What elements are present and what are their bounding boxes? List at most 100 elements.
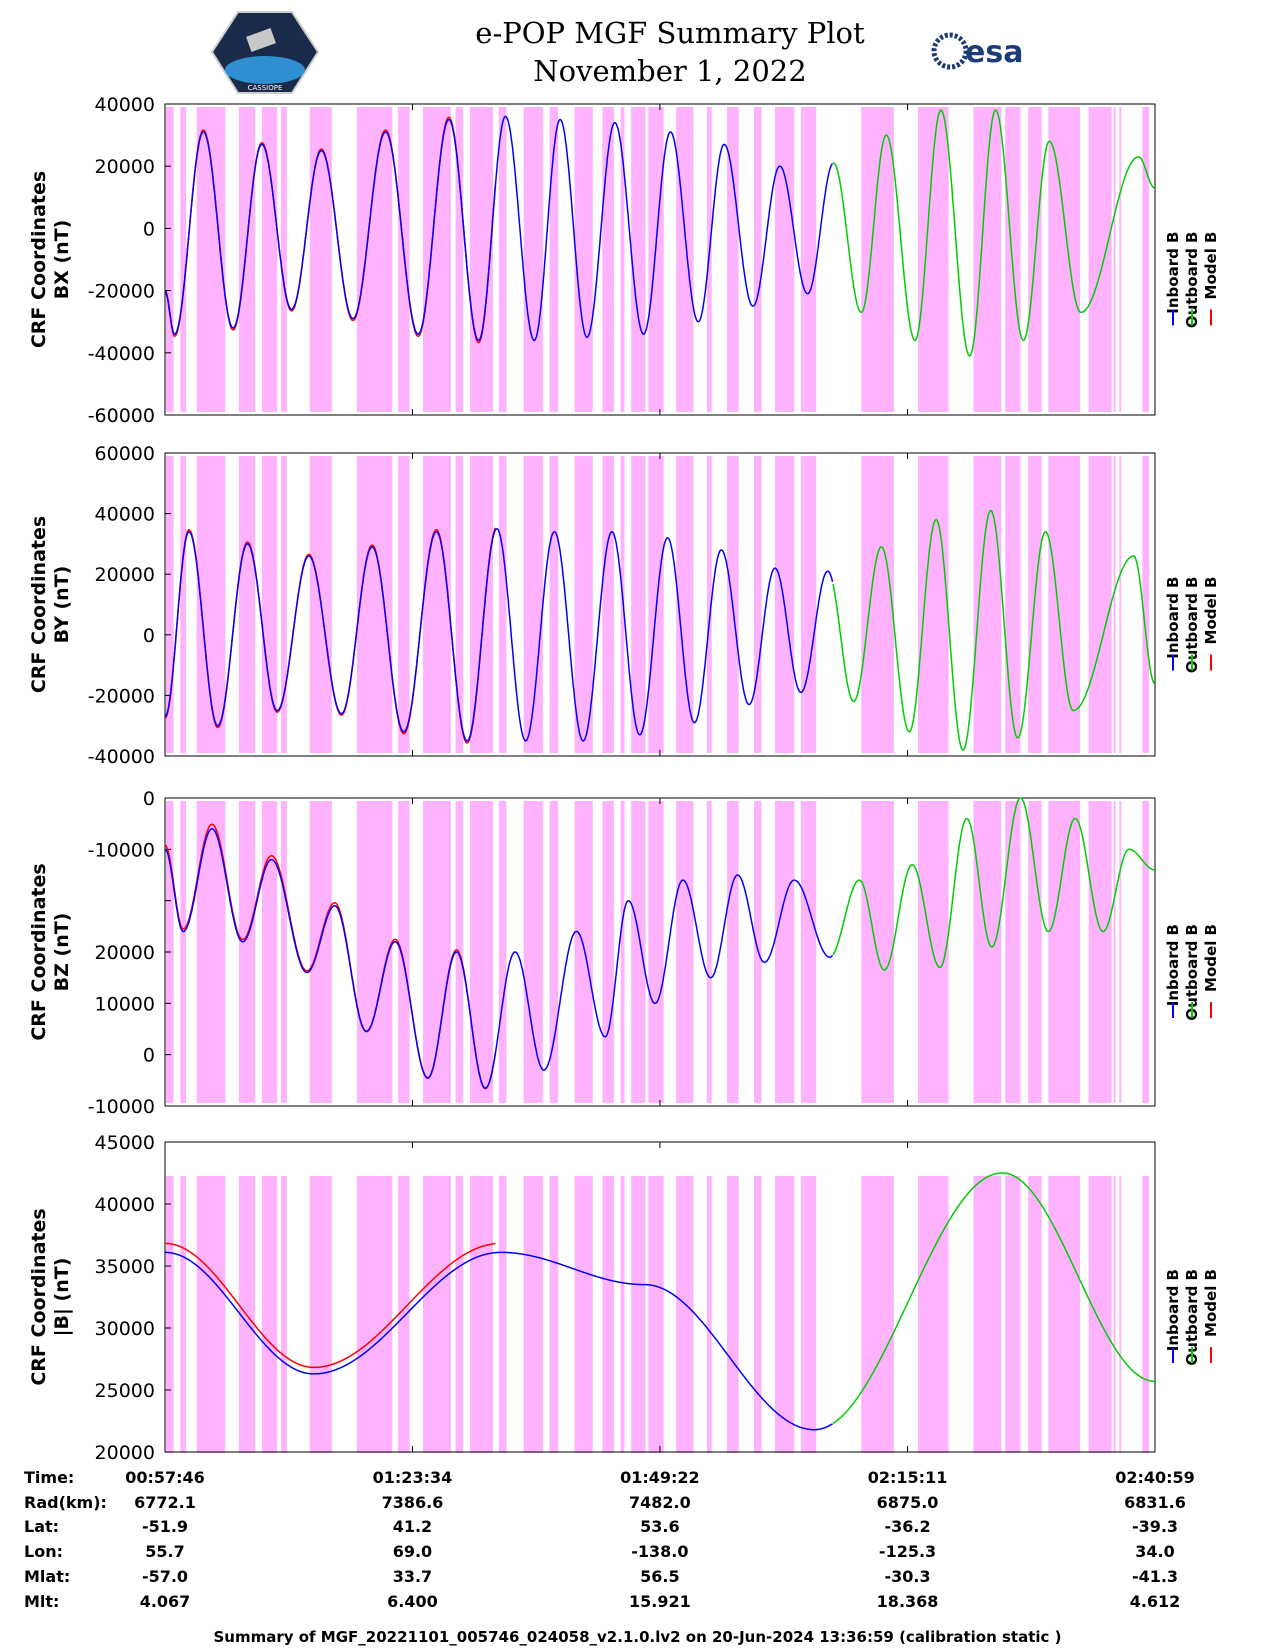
shade-band-4-21 bbox=[676, 1176, 694, 1453]
shade-band-1-29 bbox=[973, 107, 1002, 412]
shade-band-4-18 bbox=[620, 1176, 625, 1453]
y-tick-label: 0 bbox=[143, 788, 155, 810]
stats-label-mlat: Mlat: bbox=[24, 1567, 71, 1586]
shade-band-2-8 bbox=[356, 456, 393, 753]
stats-value: 02:40:59 bbox=[1115, 1468, 1195, 1487]
shade-band-1-13 bbox=[498, 107, 507, 412]
shade-band-1-25 bbox=[774, 107, 795, 412]
legend-label-2-2: Outboard B bbox=[1183, 577, 1201, 674]
y-tick-label: 40000 bbox=[95, 1194, 155, 1216]
shade-band-2-32 bbox=[1048, 456, 1080, 753]
shade-band-1-21 bbox=[676, 107, 694, 412]
stats-value: 7482.0 bbox=[629, 1493, 691, 1512]
shade-band-4-17 bbox=[602, 1176, 614, 1453]
shade-band-3-4 bbox=[238, 801, 256, 1103]
y-tick-label: 35000 bbox=[95, 1256, 155, 1278]
shade-band-4-20 bbox=[648, 1176, 664, 1453]
shade-band-3-35 bbox=[1119, 801, 1122, 1103]
y-axis-unit-2: BY (nT) bbox=[51, 566, 73, 644]
stats-value: 7386.6 bbox=[381, 1493, 444, 1512]
shade-band-3-14 bbox=[523, 801, 543, 1103]
shade-band-3-32 bbox=[1048, 801, 1080, 1103]
shade-band-4-34 bbox=[1113, 1176, 1116, 1453]
shade-band-1-24 bbox=[753, 107, 762, 412]
shade-band-4-13 bbox=[498, 1176, 507, 1453]
shade-band-4-26 bbox=[800, 1176, 817, 1453]
shade-band-3-15 bbox=[549, 801, 559, 1103]
shade-band-3-26 bbox=[800, 801, 817, 1103]
y-tick-label: 25000 bbox=[95, 1380, 155, 1402]
shade-band-1-15 bbox=[549, 107, 559, 412]
shade-band-2-19 bbox=[631, 456, 646, 753]
y-tick-label: 45000 bbox=[95, 1132, 155, 1154]
shade-band-4-29 bbox=[973, 1176, 1002, 1453]
y-tick-label: -10000 bbox=[88, 839, 155, 861]
shade-band-4-28 bbox=[917, 1176, 949, 1453]
y-axis-label-4: CRF Coordinates bbox=[28, 1208, 50, 1385]
stats-value: 56.5 bbox=[640, 1567, 680, 1586]
shade-band-3-7 bbox=[309, 801, 332, 1103]
shade-band-1-16 bbox=[574, 107, 593, 412]
cassiope-logo: CASSIOPE bbox=[210, 11, 320, 94]
y-tick-label: -10000 bbox=[88, 1096, 155, 1118]
stats-label-lat: Lat: bbox=[24, 1517, 60, 1536]
y-axis-unit-1: BX (nT) bbox=[51, 220, 73, 300]
shade-band-3-29 bbox=[973, 801, 1002, 1103]
shade-band-1-36 bbox=[1142, 107, 1150, 412]
stats-value: 02:15:11 bbox=[867, 1468, 948, 1487]
stats-value: 33.7 bbox=[392, 1567, 433, 1586]
stats-label-time: Time: bbox=[24, 1468, 75, 1487]
legend-label-1-2: Outboard B bbox=[1183, 232, 1201, 329]
stats-value: -30.3 bbox=[884, 1567, 931, 1586]
shade-band-1-2 bbox=[180, 107, 187, 412]
y-tick-label: 20000 bbox=[95, 156, 155, 178]
y-tick-label: -20000 bbox=[88, 281, 155, 303]
shade-band-4-33 bbox=[1088, 1176, 1112, 1453]
shade-band-4-14 bbox=[523, 1176, 543, 1453]
stats-value: 6.400 bbox=[387, 1592, 438, 1611]
y-tick-label: 0 bbox=[143, 218, 155, 240]
shade-band-3-20 bbox=[648, 801, 664, 1103]
stats-value: 15.921 bbox=[629, 1592, 691, 1611]
shade-band-4-16 bbox=[574, 1176, 593, 1453]
shade-band-1-19 bbox=[631, 107, 646, 412]
stats-value: -125.3 bbox=[878, 1542, 937, 1561]
legend-label-1-3: Model B bbox=[1202, 232, 1220, 300]
shade-band-1-9 bbox=[398, 107, 410, 412]
shade-band-1-6 bbox=[281, 107, 287, 412]
y-axis-unit-4: |B| (nT) bbox=[51, 1258, 73, 1337]
shade-band-2-35 bbox=[1119, 456, 1122, 753]
stats-label-rad: Rad(km): bbox=[24, 1493, 107, 1512]
shade-band-3-36 bbox=[1142, 801, 1150, 1103]
shade-band-3-31 bbox=[1028, 801, 1042, 1103]
legend-label-3-1: Inboard B bbox=[1164, 924, 1182, 1006]
shade-band-1-26 bbox=[800, 107, 817, 412]
shade-band-4-30 bbox=[1005, 1176, 1021, 1453]
plot-title: e-POP MGF Summary Plot bbox=[475, 16, 865, 50]
outboard-b-line-3 bbox=[832, 797, 1155, 971]
shade-band-1-7 bbox=[309, 107, 332, 412]
shade-band-3-2 bbox=[180, 801, 187, 1103]
shade-band-4-23 bbox=[727, 1176, 739, 1453]
shade-band-4-10 bbox=[423, 1176, 451, 1453]
shade-band-1-27 bbox=[861, 107, 894, 412]
y-tick-label: 60000 bbox=[95, 443, 155, 465]
stats-value: 41.2 bbox=[392, 1517, 433, 1536]
shade-band-3-22 bbox=[706, 801, 712, 1103]
stats-label-mlt: Mlt: bbox=[24, 1592, 60, 1611]
shade-band-3-5 bbox=[261, 801, 278, 1103]
y-axis-label-3: CRF Coordinates bbox=[28, 863, 50, 1040]
plot-subtitle: November 1, 2022 bbox=[533, 54, 807, 88]
y-tick-label: -20000 bbox=[88, 685, 155, 707]
shade-band-1-35 bbox=[1119, 107, 1122, 412]
y-tick-label: 40000 bbox=[95, 94, 155, 116]
shade-band-1-8 bbox=[356, 107, 393, 412]
shade-band-1-20 bbox=[648, 107, 664, 412]
shade-band-3-13 bbox=[498, 801, 507, 1103]
shade-band-4-22 bbox=[706, 1176, 712, 1453]
shade-band-2-18 bbox=[620, 456, 625, 753]
shade-band-1-5 bbox=[261, 107, 278, 412]
stats-value: 34.0 bbox=[1135, 1542, 1175, 1561]
shade-band-3-6 bbox=[281, 801, 287, 1103]
shade-band-3-9 bbox=[398, 801, 410, 1103]
